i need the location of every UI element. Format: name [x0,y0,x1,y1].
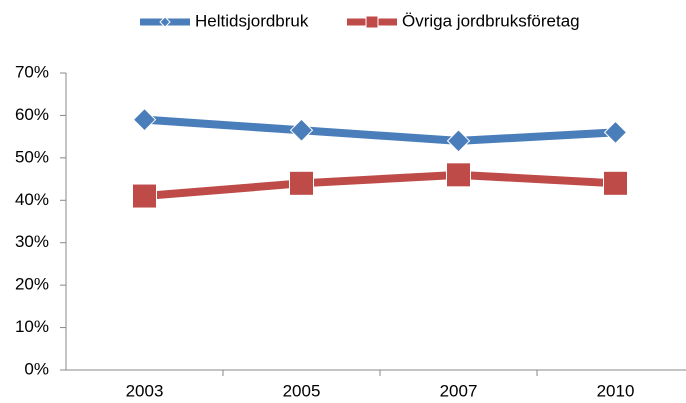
series-line [144,170,616,201]
x-tick-label: 2003 [126,381,164,400]
y-tick-label: 50% [15,147,49,166]
y-tick-label: 40% [15,190,49,209]
x-tick-label: 2007 [440,381,478,400]
legend-label: Heltidsjordbruk [195,11,309,30]
data-point [603,170,628,196]
y-tick-label: 70% [15,62,49,81]
data-point [446,162,471,188]
data-point [446,129,471,153]
legend-label: Övriga jordbruksföretag [402,11,580,30]
y-tick-label: 20% [15,275,49,294]
series-line [144,115,616,145]
x-tick-label: 2010 [597,381,635,400]
data-point [132,183,157,209]
y-tick-label: 30% [15,232,49,251]
data-point [603,120,628,145]
data-point [132,107,157,132]
data-point [289,118,314,142]
y-tick-label: 0% [24,359,49,378]
x-tick-label: 2005 [283,381,321,400]
data-point [289,170,314,196]
y-tick-label: 60% [15,105,49,124]
legend-marker [159,16,171,28]
y-tick-label: 10% [15,317,49,336]
legend-marker [365,15,379,29]
